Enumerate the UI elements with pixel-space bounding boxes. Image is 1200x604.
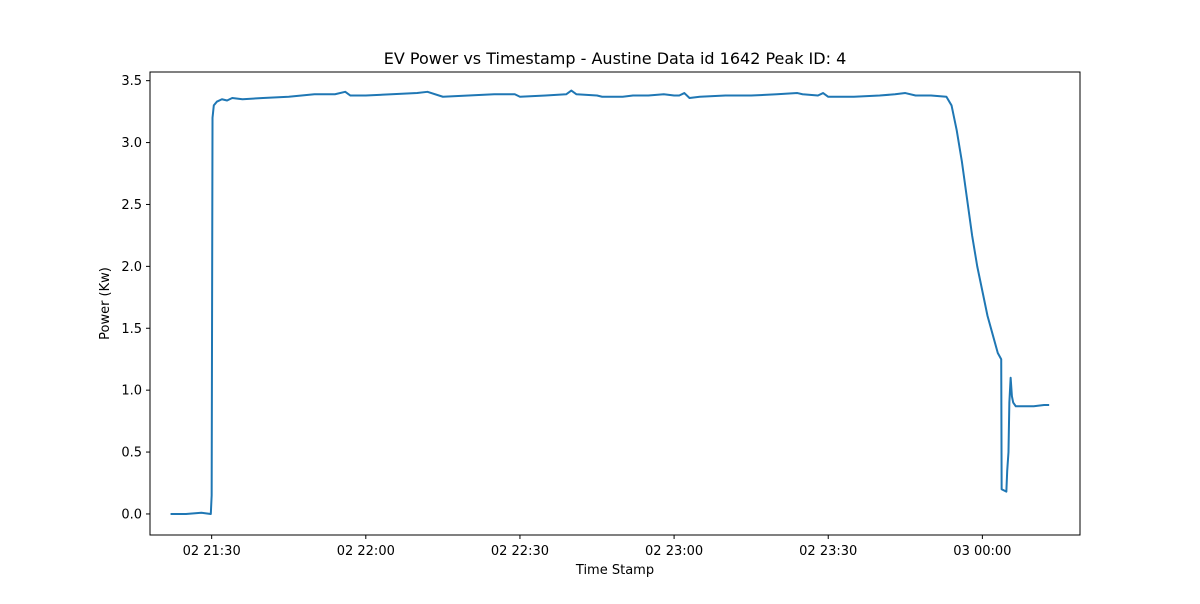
y-axis-ticks: 0.0 0.5 1.0 1.5 2.0 2.5 3.0 3.5 bbox=[121, 74, 150, 522]
y-axis-label: Power (Kw) bbox=[98, 267, 113, 340]
y-tick-label: 1.0 bbox=[121, 384, 142, 399]
power-series-line bbox=[170, 89, 1050, 515]
x-axis-ticks: 02 21:30 02 22:00 02 22:30 02 23:00 02 23:30… bbox=[183, 535, 1011, 559]
y-tick-label: 3.5 bbox=[121, 74, 142, 89]
x-tick-label: 02 21:30 bbox=[183, 544, 241, 559]
y-tick-label: 0.5 bbox=[121, 446, 142, 461]
x-tick-label: 02 22:00 bbox=[337, 544, 395, 559]
plot-area-frame bbox=[149, 71, 1081, 536]
y-tick-label: 0.0 bbox=[121, 507, 142, 522]
y-tick-label: 2.5 bbox=[121, 198, 142, 213]
x-axis-label: Time Stamp bbox=[575, 563, 654, 578]
x-tick-label: 03 00:00 bbox=[953, 544, 1011, 559]
y-tick-label: 3.0 bbox=[121, 136, 142, 151]
x-tick-label: 02 23:00 bbox=[645, 544, 703, 559]
x-tick-label: 02 22:30 bbox=[491, 544, 549, 559]
y-tick-label: 2.0 bbox=[121, 260, 142, 275]
y-tick-label: 1.5 bbox=[121, 322, 142, 337]
x-tick-label: 02 23:30 bbox=[799, 544, 857, 559]
chart-title: EV Power vs Timestamp - Austine Data id … bbox=[384, 49, 847, 68]
